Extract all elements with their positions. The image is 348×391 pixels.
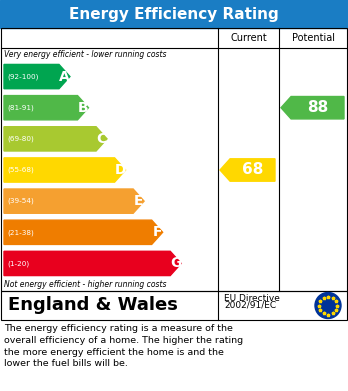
Text: 2002/91/EC: 2002/91/EC [224, 301, 276, 310]
Text: G: G [170, 256, 181, 271]
Text: 88: 88 [307, 100, 328, 115]
Bar [1, 291, 347, 320]
Polygon shape [4, 251, 181, 276]
Polygon shape [4, 189, 144, 213]
Polygon shape [4, 95, 88, 120]
Text: (1-20): (1-20) [7, 260, 29, 267]
Text: (92-100): (92-100) [7, 74, 38, 80]
Text: C: C [96, 132, 106, 146]
Text: D: D [114, 163, 126, 177]
Bar [0, 0, 348, 28]
Text: B: B [78, 101, 88, 115]
Text: Current: Current [230, 33, 267, 43]
Text: Potential: Potential [292, 33, 335, 43]
Polygon shape [4, 220, 163, 244]
Text: England & Wales: England & Wales [8, 296, 178, 314]
Text: (21-38): (21-38) [7, 229, 34, 235]
Text: Very energy efficient - lower running costs: Very energy efficient - lower running co… [4, 50, 166, 59]
Text: (55-68): (55-68) [7, 167, 34, 173]
Polygon shape [4, 158, 126, 182]
Text: EU Directive: EU Directive [224, 294, 280, 303]
Circle shape [315, 292, 341, 319]
Text: Energy Efficiency Rating: Energy Efficiency Rating [69, 7, 279, 22]
Text: E: E [134, 194, 143, 208]
Text: F: F [152, 225, 162, 239]
Text: The energy efficiency rating is a measure of the
overall efficiency of a home. T: The energy efficiency rating is a measur… [4, 324, 243, 368]
Text: 68: 68 [242, 163, 263, 178]
Polygon shape [4, 127, 107, 151]
Text: A: A [59, 70, 70, 84]
Text: (69-80): (69-80) [7, 136, 34, 142]
Text: Not energy efficient - higher running costs: Not energy efficient - higher running co… [4, 280, 166, 289]
Text: (39-54): (39-54) [7, 198, 34, 204]
Polygon shape [4, 65, 70, 89]
Bar [1, 28, 347, 291]
Polygon shape [220, 159, 275, 181]
Text: (81-91): (81-91) [7, 104, 34, 111]
Polygon shape [281, 97, 344, 119]
